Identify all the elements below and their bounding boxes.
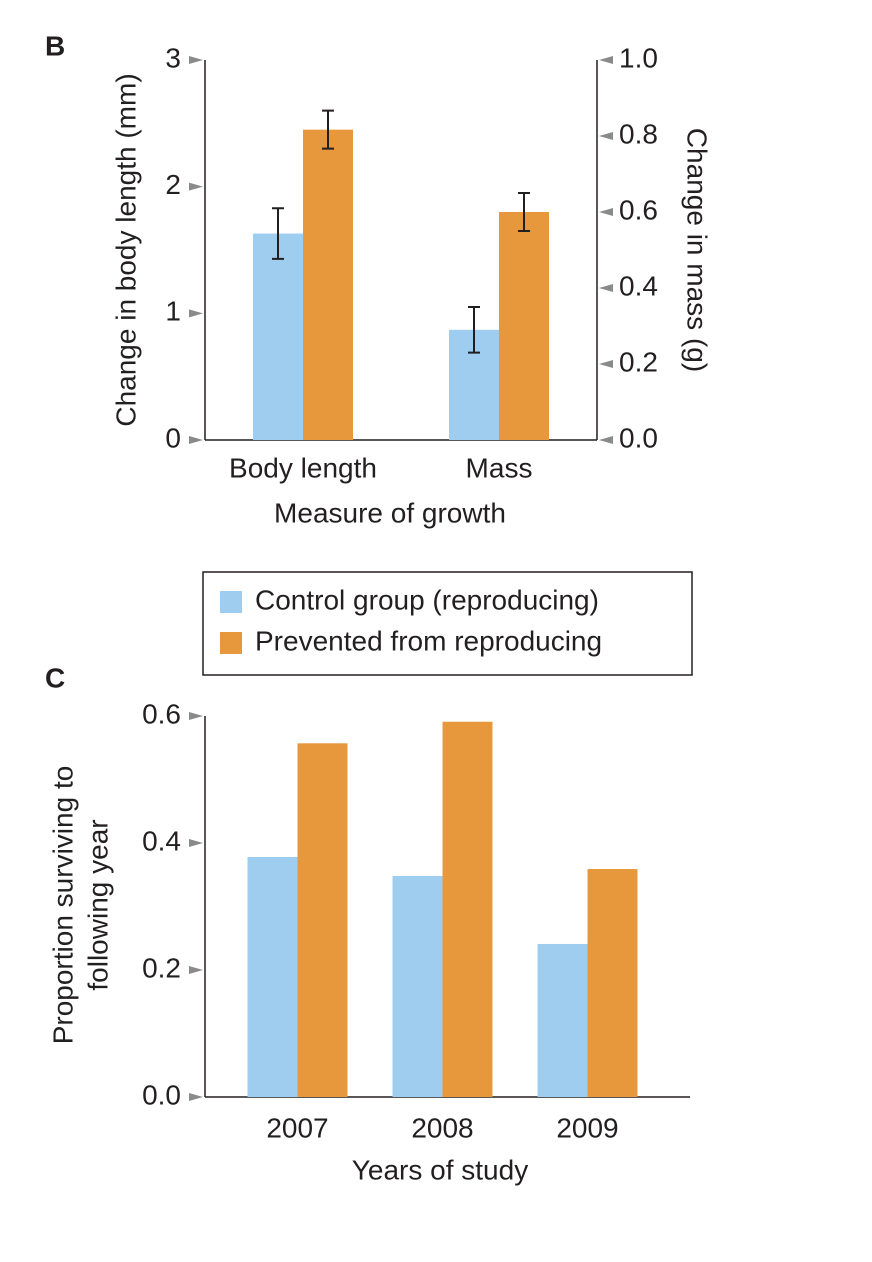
bar [499, 212, 549, 440]
y2-tick [599, 436, 613, 444]
bar [537, 943, 588, 1097]
bar [303, 129, 353, 440]
legend-box [202, 571, 693, 676]
y2-tick-label: 0.8 [619, 118, 658, 149]
bar [392, 876, 443, 1097]
legend-swatch [220, 591, 242, 613]
x-axis-label: Years of study [352, 1154, 528, 1185]
y2-tick-label: 0.0 [619, 422, 658, 453]
y-tick-label: 0.2 [142, 952, 181, 983]
bar [442, 721, 493, 1097]
y-tick [189, 712, 203, 720]
y-tick-label: 2 [165, 169, 181, 200]
x-tick-label: 2009 [556, 1112, 618, 1143]
y-axis-label: following year [82, 819, 113, 990]
bar [247, 856, 298, 1097]
error-bar [468, 306, 480, 354]
x-tick-label: Body length [229, 452, 377, 483]
y-tick [189, 436, 203, 444]
y-tick [189, 966, 203, 974]
y2-tick [599, 208, 613, 216]
y-tick [189, 56, 203, 64]
x-tick-label: 2008 [411, 1112, 473, 1143]
bar [297, 743, 348, 1097]
legend-swatch [220, 632, 242, 654]
y-tick-label: 0 [165, 422, 181, 453]
bar [587, 869, 638, 1097]
y-tick-label: 0.6 [142, 698, 181, 729]
x-tick-label: 2007 [266, 1112, 328, 1143]
y-axis-label: Change in body length (mm) [110, 73, 141, 426]
y-tick-label: 1 [165, 296, 181, 327]
y-tick-label: 3 [165, 42, 181, 73]
legend-label: Prevented from reproducing [255, 625, 602, 656]
y-tick-label: 0.0 [142, 1079, 181, 1110]
y-tick-label: 0.4 [142, 825, 181, 856]
x-tick-label: Mass [466, 452, 533, 483]
y2-tick-label: 0.6 [619, 194, 658, 225]
y2-tick [599, 360, 613, 368]
y2-tick [599, 284, 613, 292]
y-axis-label: Proportion surviving to [47, 766, 78, 1045]
y-tick [189, 309, 203, 318]
y2-tick-label: 0.2 [619, 346, 658, 377]
panel-label: B [45, 30, 65, 61]
y2-tick [599, 132, 613, 140]
y2-tick-label: 0.4 [619, 270, 658, 301]
y-tick [189, 182, 203, 191]
x-axis-label: Measure of growth [274, 497, 506, 528]
y2-tick-label: 1.0 [619, 42, 658, 73]
y2-axis-label: Change in mass (g) [682, 128, 713, 372]
error-bar [322, 109, 334, 150]
y-tick [189, 839, 203, 847]
error-bar [272, 207, 284, 260]
y-tick [189, 1093, 203, 1101]
error-bar [518, 192, 530, 232]
bar [253, 233, 303, 440]
legend-label: Control group (reproducing) [255, 584, 599, 615]
y2-tick [599, 56, 613, 64]
panel-label: C [45, 662, 65, 693]
